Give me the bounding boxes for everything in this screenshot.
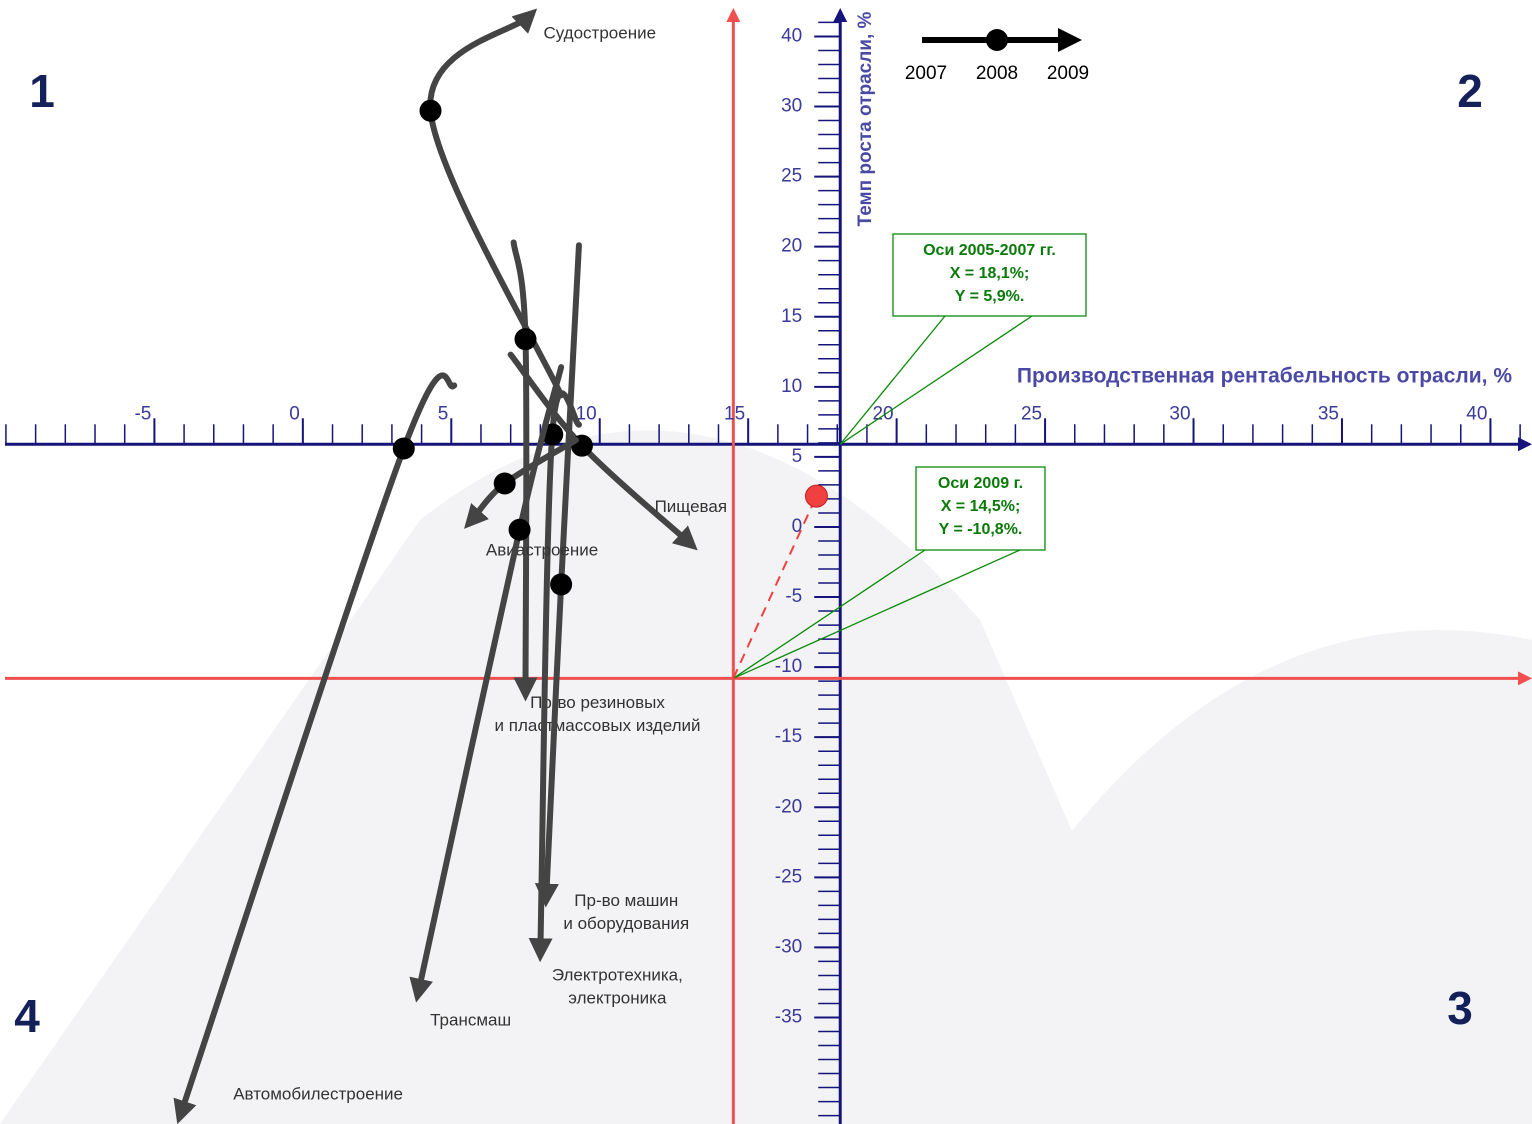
quadrant-number: 4 <box>14 990 40 1042</box>
y-tick-label: 25 <box>781 166 802 187</box>
y-tick-label: -30 <box>775 936 802 957</box>
axis-arrow <box>1518 437 1532 452</box>
x-tick-label: 25 <box>1021 403 1042 424</box>
annotation-y: Y = -10,8%. <box>939 521 1023 538</box>
x-tick-label: 15 <box>724 403 745 424</box>
y-tick-label: 10 <box>781 376 802 397</box>
y-tick-label: 30 <box>781 96 802 117</box>
x-tick-label: 30 <box>1169 403 1190 424</box>
series-label: Авиастроение <box>486 540 598 559</box>
x-tick-label: 35 <box>1318 403 1339 424</box>
series-label: Трансмаш <box>430 1010 511 1029</box>
y-axis-title: Темп роста отрасли, % <box>855 11 876 226</box>
series-label: Пищевая <box>655 497 727 516</box>
trajectory <box>409 364 565 1003</box>
annotation-y: Y = 5,9%. <box>955 288 1025 305</box>
y-tick-label: 15 <box>781 306 802 327</box>
y-tick-label: -10 <box>775 656 802 677</box>
point-2008 <box>493 472 516 495</box>
y-tick-label: -15 <box>775 726 802 747</box>
x-tick-label: 40 <box>1466 403 1487 424</box>
legend-year: 2008 <box>976 63 1018 84</box>
background-shape <box>900 630 1532 1124</box>
callout-line <box>839 315 946 445</box>
series-label: Пр-во резиновых <box>530 693 665 712</box>
x-tick-label: -5 <box>134 403 151 424</box>
quadrant-number: 2 <box>1457 65 1483 117</box>
annotation-x: X = 14,5%; <box>941 498 1021 515</box>
x-tick-label: 10 <box>576 403 597 424</box>
series-label: электроника <box>568 989 667 1008</box>
point-2008 <box>392 437 415 460</box>
axis-arrow <box>1518 671 1532 686</box>
x-tick-label: 5 <box>438 403 449 424</box>
trajectory <box>173 372 458 1124</box>
trajectory <box>528 390 582 963</box>
y-tick-label: -35 <box>775 1007 802 1028</box>
annotation-x: X = 18,1%; <box>950 265 1030 282</box>
legend-dot <box>986 29 1008 51</box>
point-2008 <box>508 518 531 541</box>
y-tick-label: 40 <box>781 25 802 46</box>
axis-arrow <box>726 8 741 22</box>
trajectory <box>510 239 538 702</box>
y-tick-label: -5 <box>785 586 802 607</box>
quadrant-number: 3 <box>1447 982 1473 1034</box>
annotation-box <box>892 233 1087 317</box>
y-tick-label: 20 <box>781 236 802 257</box>
trajectory <box>427 8 565 399</box>
series-label: и оборудования <box>563 914 689 933</box>
series-label: Судостроение <box>543 23 656 42</box>
callout-line <box>732 549 926 679</box>
series-label: Пр-во машин <box>574 891 678 910</box>
point-2008 <box>550 573 573 596</box>
y-tick-label: 5 <box>792 446 803 467</box>
annotation-title: Оси 2005-2007 гг. <box>923 242 1056 259</box>
highlight-point <box>804 484 828 508</box>
callout-line <box>839 315 1033 445</box>
x-tick-label: 0 <box>289 403 300 424</box>
point-2008 <box>514 328 537 351</box>
series-label: Автомобилестроение <box>233 1084 403 1103</box>
y-tick-label: 0 <box>792 516 803 537</box>
callout-line <box>733 549 1021 679</box>
legend-year: 2009 <box>1047 63 1089 84</box>
y-tick-label: -20 <box>775 796 802 817</box>
quadrant-number: 1 <box>29 65 55 117</box>
annotation-title: Оси 2009 г. <box>938 475 1023 492</box>
legend-year: 2007 <box>905 63 947 84</box>
point-2008 <box>419 99 442 122</box>
series-label: Электротехника, <box>552 966 683 985</box>
series-label: и пластмассовых изделий <box>495 716 701 735</box>
y-tick-label: -25 <box>775 866 802 887</box>
axis-arrow <box>833 8 848 22</box>
x-axis-title: Производственная рентабельность отрасли,… <box>1017 365 1512 388</box>
annotation-box <box>915 466 1046 551</box>
